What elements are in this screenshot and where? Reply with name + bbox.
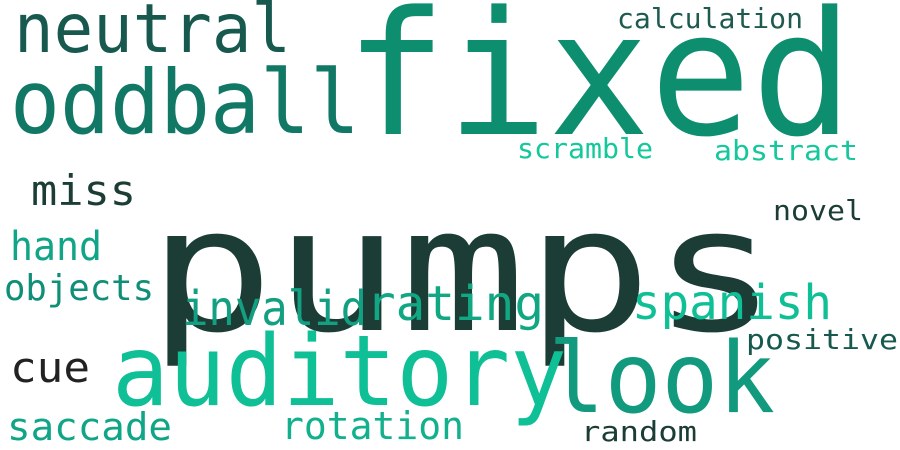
word-novel: novel: [773, 194, 863, 227]
word-neutral: neutral: [14, 0, 291, 69]
word-miss: miss: [31, 166, 136, 215]
word-fixed: fixed: [345, 0, 853, 175]
word-scramble: scramble: [517, 132, 653, 165]
word-pumps: pumps: [148, 170, 778, 371]
word-rating: rating: [366, 276, 544, 332]
word-invalid: invalid: [182, 281, 367, 337]
word-hand: hand: [10, 224, 102, 270]
word-auditory: auditory: [112, 315, 567, 429]
word-rotation: rotation: [281, 404, 464, 448]
word-calculation: calculation: [617, 2, 803, 35]
word-random: random: [581, 415, 697, 448]
word-cue: cue: [10, 343, 90, 392]
word-objects: objects: [4, 268, 154, 309]
word-abstract: abstract: [714, 134, 858, 167]
word-positive: positive: [746, 323, 898, 356]
word-oddball: oddball: [10, 51, 360, 154]
word-spanish: spanish: [632, 275, 832, 331]
word-look: look: [548, 322, 775, 436]
word-saccade: saccade: [7, 405, 172, 449]
